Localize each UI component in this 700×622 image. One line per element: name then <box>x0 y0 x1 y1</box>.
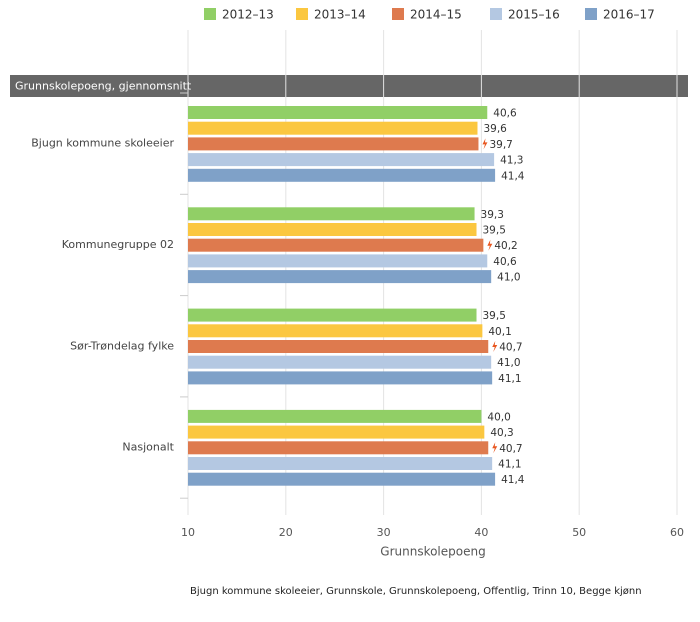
x-tick-label: 20 <box>279 526 293 539</box>
x-tick-label: 10 <box>181 526 195 539</box>
footnote: Bjugn kommune skoleeier, Grunnskole, Gru… <box>190 586 642 597</box>
flag-icon <box>482 138 488 150</box>
bar <box>188 409 482 423</box>
bar <box>188 340 489 353</box>
chart-title: Grunnskolepoeng, gjennomsnitt <box>15 80 192 93</box>
bar <box>188 308 477 322</box>
x-axis-label: Grunnskolepoeng <box>380 545 485 559</box>
legend-label: 2015–16 <box>508 8 560 22</box>
value-label: 40,2 <box>494 240 517 252</box>
x-tick-label: 60 <box>670 526 684 539</box>
x-tick-label: 50 <box>572 526 586 539</box>
bar <box>188 254 488 268</box>
value-label: 40,6 <box>493 108 517 120</box>
bar <box>188 121 478 135</box>
x-tick-label: 30 <box>377 526 391 539</box>
y-tick-label: Sør-Trøndelag fylke <box>70 339 174 352</box>
bar <box>188 238 484 252</box>
value-label: 41,4 <box>501 170 525 182</box>
bar <box>188 355 492 369</box>
bar <box>188 207 475 221</box>
value-label: 40,7 <box>499 342 522 354</box>
value-label: 40,6 <box>493 256 517 268</box>
title-banner <box>10 75 688 97</box>
x-tick-label: 40 <box>474 526 488 539</box>
flag-icon <box>492 442 498 454</box>
value-label: 41,1 <box>498 373 521 385</box>
bar <box>188 168 496 182</box>
y-tick-label: Kommunegruppe 02 <box>62 238 174 251</box>
value-label: 41,4 <box>501 474 525 486</box>
value-label: 39,5 <box>483 310 506 322</box>
legend-swatch <box>204 8 216 20</box>
legend-swatch <box>490 8 502 20</box>
legend-label: 2014–15 <box>410 8 462 22</box>
value-label: 39,3 <box>481 209 504 221</box>
value-label: 40,7 <box>499 443 522 455</box>
value-label: 39,7 <box>489 139 512 151</box>
value-label: 41,0 <box>497 272 520 284</box>
bar <box>188 457 493 470</box>
bar <box>188 223 477 236</box>
bar <box>188 425 485 439</box>
value-label: 40,3 <box>490 427 513 439</box>
bar <box>188 270 492 284</box>
bar <box>188 153 495 167</box>
bar <box>188 472 496 486</box>
flag-icon <box>492 341 498 352</box>
bar <box>188 137 479 151</box>
y-tick-label: Bjugn kommune skoleeier <box>31 137 174 150</box>
y-tick-label: Nasjonalt <box>122 441 174 454</box>
value-label: 40,1 <box>488 326 511 338</box>
bar <box>188 324 483 338</box>
bar <box>188 106 488 119</box>
legend-label: 2016–17 <box>603 8 655 22</box>
value-label: 39,5 <box>483 225 506 237</box>
value-label: 39,6 <box>483 123 507 135</box>
flag-icon <box>487 239 493 251</box>
legend-swatch <box>585 8 597 20</box>
value-label: 41,3 <box>500 155 523 167</box>
legend-label: 2013–14 <box>314 8 366 22</box>
bar <box>188 371 493 385</box>
value-label: 41,0 <box>497 357 520 369</box>
legend-swatch <box>296 8 308 20</box>
legend-label: 2012–13 <box>222 8 274 22</box>
value-label: 41,1 <box>498 459 521 471</box>
legend-swatch <box>392 8 404 20</box>
value-label: 40,0 <box>487 411 510 423</box>
bar <box>188 441 489 455</box>
